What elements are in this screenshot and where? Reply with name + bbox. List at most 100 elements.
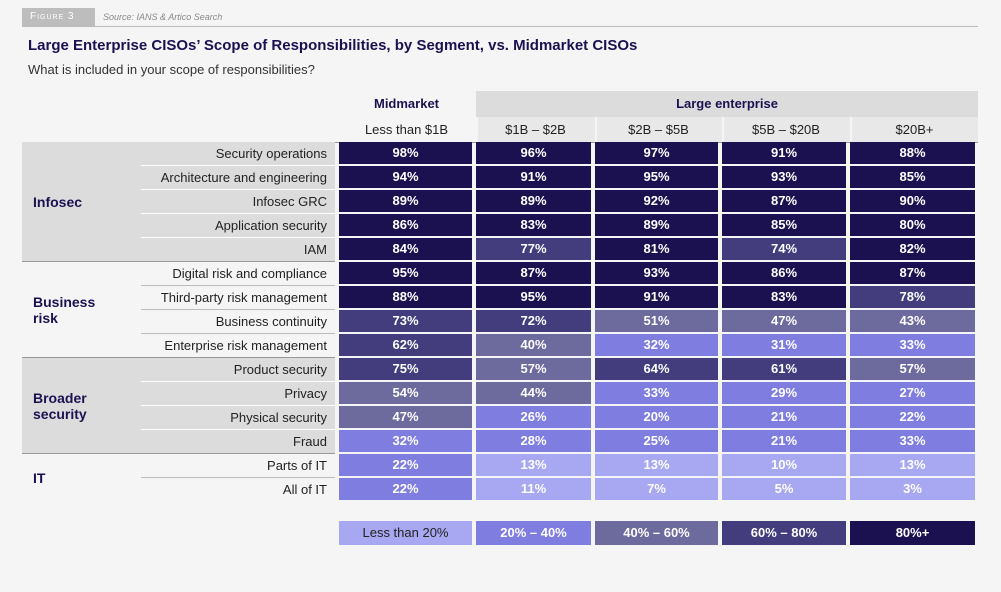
cell: 89% [595, 214, 718, 236]
cell: 51% [595, 310, 718, 332]
cell: 22% [850, 406, 975, 428]
cell: 91% [595, 286, 718, 308]
legend-item: Less than 20% [339, 521, 472, 545]
cell: 5% [722, 478, 846, 500]
cell: 85% [850, 166, 975, 188]
cell: 22% [339, 478, 472, 500]
cell: 29% [722, 382, 846, 404]
row-label: Product security [233, 362, 327, 377]
legend-item: 20% – 40% [476, 521, 591, 545]
row-label: IAM [303, 242, 327, 257]
cell: 86% [722, 262, 846, 284]
group-label: Infosec [33, 194, 83, 210]
cell: 87% [476, 262, 591, 284]
cell: 81% [595, 238, 718, 260]
cell: 89% [476, 190, 591, 212]
row-label: Application security [215, 218, 327, 233]
title: Large Enterprise CISOs’ Scope of Respons… [28, 37, 638, 54]
column-group: Large enterprise [676, 96, 778, 111]
row-label: All of IT [282, 482, 327, 497]
cell: 95% [595, 166, 718, 188]
cell: 25% [595, 430, 718, 452]
legend-item: 40% – 60% [595, 521, 718, 545]
cell: 31% [722, 334, 846, 356]
figure-label: Figure 3 [22, 8, 95, 26]
cell: 83% [722, 286, 846, 308]
group-band [22, 142, 335, 262]
cell: 32% [595, 334, 718, 356]
cell: 90% [850, 190, 975, 212]
cell: 13% [476, 454, 591, 476]
row-rule [141, 237, 335, 238]
cell: 98% [339, 142, 472, 164]
cell: 74% [722, 238, 846, 260]
row-label: Enterprise risk management [164, 338, 327, 353]
cell: 73% [339, 310, 472, 332]
cell: 87% [722, 190, 846, 212]
row-rule [141, 477, 335, 478]
cell: 62% [339, 334, 472, 356]
cell: 87% [850, 262, 975, 284]
column-header: $20B+ [850, 117, 977, 142]
row-rule [141, 381, 335, 382]
cell: 96% [476, 142, 591, 164]
row-label: Architecture and engineering [160, 170, 327, 185]
group-rule [22, 453, 335, 454]
column-header: $2B – $5B [595, 117, 720, 142]
cell: 86% [339, 214, 472, 236]
group-label: Broader security [33, 390, 87, 422]
column-header: $1B – $2B [476, 117, 593, 142]
row-label: Privacy [284, 386, 327, 401]
cell: 33% [850, 430, 975, 452]
cell: 20% [595, 406, 718, 428]
cell: 13% [595, 454, 718, 476]
column-header: Less than $1B [364, 122, 449, 137]
cell: 80% [850, 214, 975, 236]
row-label: Infosec GRC [252, 194, 327, 209]
cell: 77% [476, 238, 591, 260]
cell: 47% [722, 310, 846, 332]
row-rule [141, 213, 335, 214]
cell: 93% [595, 262, 718, 284]
cell: 85% [722, 214, 846, 236]
column-header: $5B – $20B [722, 117, 848, 142]
header-band [476, 117, 978, 142]
cell: 84% [339, 238, 472, 260]
cell: 26% [476, 406, 591, 428]
cell: 92% [595, 190, 718, 212]
cell: 72% [476, 310, 591, 332]
cell: 88% [850, 142, 975, 164]
column-group: Midmarket [373, 96, 440, 111]
cell: 10% [722, 454, 846, 476]
row-rule [141, 309, 335, 310]
group-label: Business risk [33, 294, 96, 326]
cell: 27% [850, 382, 975, 404]
cell: 11% [476, 478, 591, 500]
row-rule [141, 429, 335, 430]
cell: 82% [850, 238, 975, 260]
cell: 21% [722, 406, 846, 428]
row-rule [141, 165, 335, 166]
row-label: Physical security [230, 410, 327, 425]
group-label: IT [33, 470, 46, 486]
cell: 57% [476, 358, 591, 380]
cell: 54% [339, 382, 472, 404]
rule [22, 26, 978, 27]
cell: 32% [339, 430, 472, 452]
cell: 33% [595, 382, 718, 404]
cell: 91% [722, 142, 846, 164]
legend-item: 80%+ [850, 521, 975, 545]
cell: 78% [850, 286, 975, 308]
cell: 22% [339, 454, 472, 476]
cell: 40% [476, 334, 591, 356]
cell: 44% [476, 382, 591, 404]
subtitle: What is included in your scope of respon… [28, 62, 315, 77]
cell: 88% [339, 286, 472, 308]
legend-item: 60% – 80% [722, 521, 846, 545]
row-rule [141, 189, 335, 190]
row-label: Security operations [215, 146, 327, 161]
header-band [476, 91, 978, 117]
cell: 3% [850, 478, 975, 500]
cell: 95% [476, 286, 591, 308]
